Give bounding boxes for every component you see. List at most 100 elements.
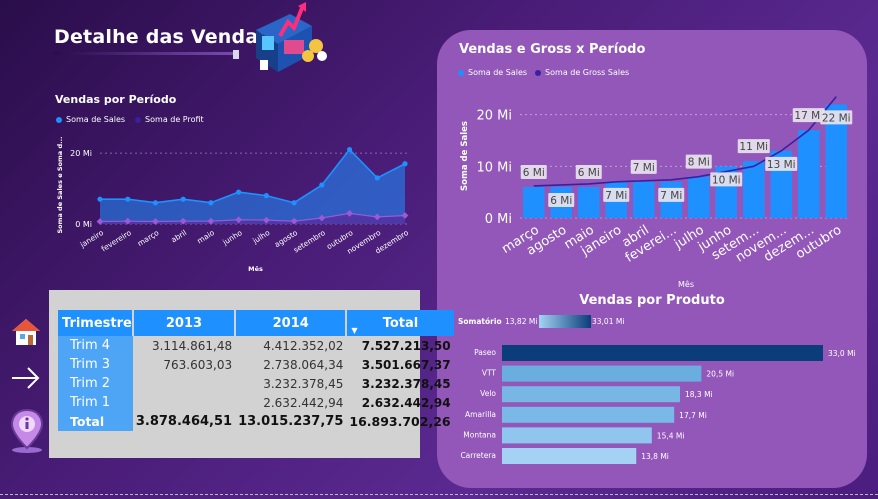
- category-label: Paseo: [474, 348, 496, 357]
- point-profit: [152, 218, 159, 225]
- x-tick-label: março: [136, 228, 161, 248]
- cell-2014: 4.412.352,02: [263, 338, 344, 353]
- legend-swatch-gross: [535, 69, 542, 76]
- data-label-bg: [710, 172, 743, 187]
- data-label: 11 Mi: [739, 141, 768, 153]
- data-label-bg: [820, 110, 853, 125]
- cell-total: 7.527.213,50: [361, 338, 451, 353]
- legend-vendas-gross: Soma de Sales Soma de Gross Sales: [458, 68, 629, 77]
- point-sales: [208, 200, 214, 206]
- point-sales: [180, 196, 186, 202]
- info-location-icon[interactable]: [10, 408, 44, 454]
- point-sales: [236, 189, 242, 195]
- data-label: 18,3 Mi: [685, 390, 713, 399]
- bar-sales: [578, 187, 600, 218]
- header-2013[interactable]: 2013: [131, 310, 236, 336]
- arrow-right-icon[interactable]: [10, 362, 42, 394]
- total-label: Total: [58, 412, 133, 431]
- category-label: Amarilla: [465, 410, 496, 419]
- point-sales: [152, 200, 159, 206]
- point-profit: [179, 217, 187, 225]
- legend-gradient-bar: [539, 315, 591, 328]
- header-total-label: Total: [382, 315, 419, 331]
- table-total-row: Total 3.878.464,51 13.015.237,75 16.893.…: [58, 412, 454, 431]
- data-label: 7 Mi: [633, 162, 655, 174]
- sales-illustration-icon: [256, 2, 327, 72]
- data-label: 7 Mi: [605, 190, 627, 202]
- data-label-bg: [603, 187, 630, 202]
- bar-product: [502, 406, 675, 423]
- x-tick-label: fevereiro: [100, 228, 133, 254]
- home-icon[interactable]: [10, 316, 42, 348]
- bar-product: [502, 365, 702, 382]
- data-label: 10 Mi: [712, 174, 741, 186]
- cell-2013: [133, 374, 235, 393]
- total-2014: 13.015.237,75: [238, 414, 344, 429]
- legend-swatch-profit: [135, 116, 142, 123]
- chart-title-vendas-periodo: Vendas por Período: [55, 93, 177, 106]
- point-sales: [319, 182, 325, 188]
- table-row: Trim 1 2.632.442,94 2.632.442,94: [58, 393, 454, 412]
- point-sales: [346, 146, 353, 153]
- bar-sales: [743, 161, 765, 218]
- point-profit: [346, 209, 353, 217]
- header-2014[interactable]: 2014: [234, 310, 347, 336]
- data-label-bg: [548, 193, 575, 207]
- point-sales: [291, 200, 297, 206]
- category-label: Carretera: [460, 451, 496, 460]
- legend-label-gross: Soma de Gross Sales: [545, 68, 630, 77]
- data-label: 8 Mi: [688, 157, 710, 169]
- area-sales: [100, 149, 405, 224]
- data-label-bg: [792, 108, 825, 123]
- data-label-bg: [658, 187, 685, 202]
- title-accent: [233, 50, 239, 59]
- chart-title-vendas-gross: Vendas e Gross x Período: [459, 42, 646, 57]
- cell-2013: 3.114.861,48: [151, 338, 233, 353]
- y-tick-label: 10 Mi: [476, 160, 512, 175]
- data-label: 7 Mi: [660, 190, 682, 202]
- point-sales: [97, 196, 103, 202]
- y-tick-label: 0 Mi: [75, 220, 92, 229]
- legend-swatch-sales: [56, 116, 62, 123]
- data-label-bg: [685, 154, 712, 169]
- data-label: 15,4 Mi: [657, 431, 685, 440]
- data-label: 22 Mi: [822, 112, 851, 124]
- point-profit: [290, 217, 298, 225]
- line-sales: [100, 148, 406, 204]
- x-tick-label: julho: [250, 228, 271, 246]
- bar-sales: [825, 104, 847, 218]
- point-profit: [235, 216, 243, 224]
- cell-total: 2.632.442,94: [361, 395, 451, 410]
- data-label: 33,0 Mi: [828, 349, 856, 358]
- x-axis-label: Mês: [248, 265, 263, 273]
- x-tick-label: junho: [220, 228, 244, 247]
- bar-product: [502, 386, 681, 403]
- cell-total: 3.232.378,45: [361, 376, 451, 391]
- table-row: Trim 2 3.232.378,45 3.232.378,45: [58, 374, 454, 393]
- legend-label-sales2: Soma de Sales: [468, 68, 528, 77]
- cell-total: 3.501.667,37: [361, 357, 451, 372]
- y-tick-label: 20 Mi: [476, 109, 512, 124]
- header-trimestre[interactable]: Trimestre: [58, 310, 133, 336]
- data-label: 13 Mi: [767, 159, 796, 171]
- quarter-sales-table: Trimestre 2013 2014 Total ▼ Trim 4 3.114…: [58, 310, 454, 431]
- row-label: Trim 4: [58, 336, 133, 355]
- line-gross: [533, 96, 837, 187]
- point-sales: [402, 161, 408, 167]
- point-sales: [125, 196, 131, 202]
- chart-vendas-gross: 0 Mi 10 Mi 20 Mi Soma de Sales 6 Mi 6 Mi 6 Mi 7…: [460, 96, 853, 289]
- point-profit: [373, 213, 381, 221]
- bar-product: [502, 448, 637, 464]
- chart-title-vendas-produto: Vendas por Produto: [579, 293, 725, 308]
- point-sales: [374, 175, 380, 181]
- header-total[interactable]: Total ▼: [345, 310, 454, 336]
- line-profit: [99, 212, 406, 223]
- sort-desc-icon[interactable]: ▼: [351, 326, 358, 335]
- cell-2014: 2.738.064,34: [263, 357, 344, 372]
- legend-label-profit: Soma de Profit: [145, 115, 204, 124]
- category-label: Velo: [480, 389, 496, 398]
- data-label: 6 Mi: [550, 195, 572, 207]
- legend-swatch-sales2: [458, 69, 464, 76]
- page-title: Detalhe das Vendas: [54, 26, 270, 48]
